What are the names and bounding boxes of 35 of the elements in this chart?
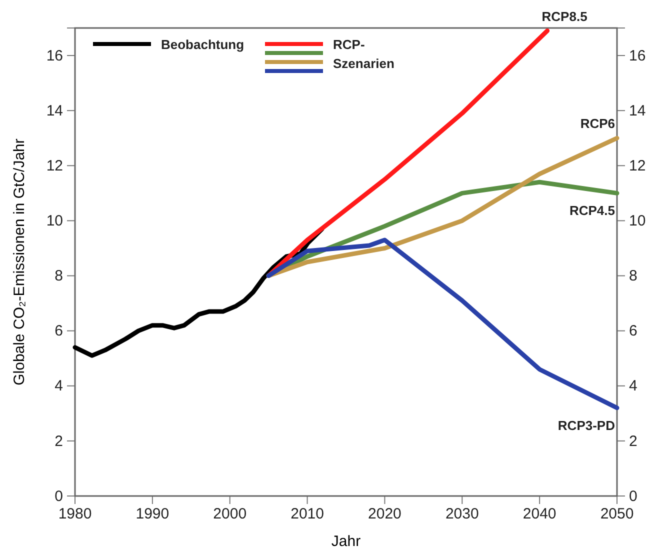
y-tick-label: 8	[54, 268, 63, 285]
legend-title: RCP- Szenarien	[333, 37, 394, 71]
x-tick-label: 1980	[58, 506, 92, 523]
x-tick-label: 2040	[522, 506, 556, 523]
y2-tick-label: 16	[629, 47, 646, 64]
y2-tick-label: 2	[629, 432, 638, 450]
x-tick-label: 2010	[290, 506, 324, 523]
y-tick-label: 14	[46, 102, 63, 120]
series-label: RCP8.5	[542, 8, 588, 24]
series-label: RCP6	[580, 116, 615, 132]
y-tick-label: 12	[46, 157, 63, 174]
x-tick-label: 2020	[368, 506, 402, 523]
y-tick-label: 2	[54, 432, 63, 450]
y2-tick-label: 0	[629, 488, 638, 505]
y-axis-title: Globale CO₂-Emissionen in GtC/Jahr	[11, 138, 28, 386]
y2-tick-label: 12	[629, 157, 646, 174]
y-tick-label: 16	[46, 47, 63, 64]
y2-tick-label: 8	[629, 268, 638, 285]
x-axis-title: Jahr	[331, 533, 361, 550]
y2-tick-label: 14	[629, 102, 646, 120]
x-tick-label: 2050	[600, 506, 634, 523]
series-label: RCP4.5	[569, 203, 615, 218]
x-tick-label: 1990	[136, 506, 170, 523]
y2-tick-label: 10	[629, 212, 646, 230]
legend-label: Beobachtung	[161, 37, 244, 52]
y2-tick-label: 4	[629, 378, 638, 395]
x-tick-label: 2000	[213, 506, 247, 523]
y-tick-label: 0	[54, 488, 63, 505]
x-tick-label: 2030	[445, 506, 479, 523]
y-tick-label: 6	[54, 322, 63, 340]
line-series	[266, 238, 620, 410]
y-tick-label: 4	[54, 378, 63, 395]
y-tick-label: 10	[46, 212, 63, 230]
y2-tick-label: 6	[629, 322, 638, 340]
series-label: RCP3-PD	[558, 418, 615, 433]
